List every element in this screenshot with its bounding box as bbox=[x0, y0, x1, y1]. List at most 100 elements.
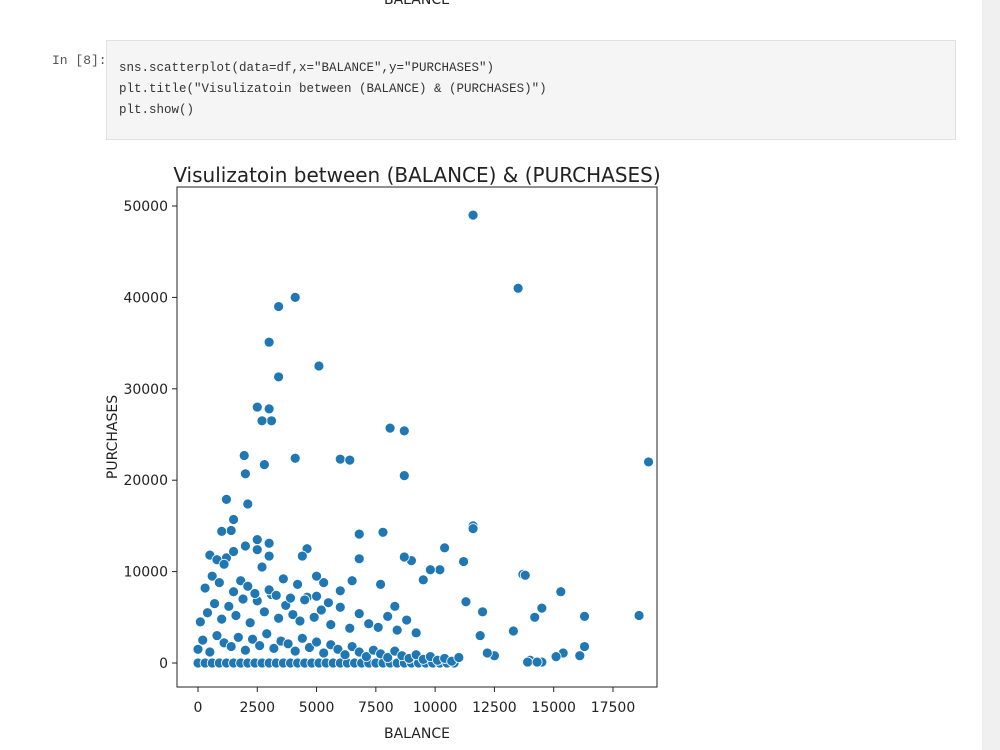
point bbox=[258, 459, 270, 471]
point bbox=[439, 542, 451, 554]
point bbox=[512, 282, 524, 294]
point bbox=[273, 301, 285, 312]
point bbox=[574, 650, 586, 662]
point bbox=[221, 493, 232, 505]
point bbox=[289, 645, 301, 657]
point bbox=[398, 425, 410, 437]
point bbox=[410, 627, 422, 639]
point bbox=[339, 649, 351, 661]
point bbox=[507, 625, 519, 637]
point bbox=[256, 561, 268, 573]
point bbox=[197, 634, 209, 646]
point bbox=[467, 523, 479, 535]
point bbox=[353, 553, 365, 565]
x-tick-label: 2500 bbox=[239, 700, 275, 716]
point bbox=[249, 588, 261, 599]
scrollbar[interactable] bbox=[982, 0, 1000, 750]
point bbox=[296, 632, 308, 644]
point bbox=[254, 640, 266, 652]
point bbox=[211, 630, 223, 641]
point bbox=[240, 468, 251, 480]
y-tick-label: 50000 bbox=[123, 199, 168, 215]
point bbox=[477, 606, 488, 618]
x-tick-label: 12500 bbox=[472, 700, 517, 716]
point bbox=[375, 578, 386, 590]
x-tick-label: 17500 bbox=[591, 700, 636, 716]
point bbox=[318, 577, 330, 588]
point bbox=[458, 556, 469, 567]
y-tick-label: 20000 bbox=[123, 473, 168, 489]
point bbox=[550, 651, 562, 663]
point bbox=[467, 209, 479, 221]
point bbox=[311, 570, 322, 582]
point bbox=[401, 614, 413, 626]
point bbox=[377, 526, 389, 538]
point bbox=[353, 528, 365, 540]
y-tick-label: 40000 bbox=[123, 290, 168, 306]
point bbox=[391, 624, 403, 636]
point bbox=[323, 597, 334, 609]
x-tick-label: 15000 bbox=[531, 700, 576, 716]
point bbox=[268, 642, 280, 654]
point bbox=[453, 652, 465, 663]
point bbox=[263, 584, 275, 596]
point bbox=[240, 644, 251, 656]
point bbox=[643, 456, 654, 468]
point bbox=[522, 656, 534, 668]
point bbox=[251, 401, 263, 413]
y-axis-label: PURCHASES bbox=[105, 395, 121, 479]
point bbox=[228, 514, 239, 525]
cell-prompt: In [8]: bbox=[52, 53, 107, 68]
point bbox=[192, 643, 204, 655]
point bbox=[216, 613, 228, 625]
code-cell[interactable]: sns.scatterplot(data=df,x="BALANCE",y="P… bbox=[106, 40, 956, 140]
point bbox=[579, 641, 590, 652]
point bbox=[299, 594, 311, 606]
point bbox=[311, 590, 322, 602]
point bbox=[304, 642, 315, 653]
point bbox=[263, 550, 275, 562]
point bbox=[247, 633, 258, 645]
point bbox=[531, 656, 543, 668]
x-axis-label: BALANCE bbox=[384, 726, 450, 742]
point bbox=[529, 611, 541, 623]
point bbox=[242, 498, 254, 510]
chart-title: Visulizatoin between (BALANCE) & (PURCHA… bbox=[173, 163, 660, 187]
point bbox=[344, 454, 356, 466]
point bbox=[194, 616, 206, 628]
point bbox=[334, 601, 346, 613]
point bbox=[285, 592, 296, 604]
code-line: plt.show() bbox=[119, 103, 195, 117]
point bbox=[223, 600, 235, 612]
point bbox=[382, 610, 394, 622]
point bbox=[344, 622, 356, 634]
point bbox=[235, 575, 247, 587]
point bbox=[270, 589, 282, 601]
point bbox=[346, 575, 358, 587]
point bbox=[353, 608, 365, 620]
point bbox=[218, 558, 230, 570]
point bbox=[277, 573, 289, 585]
point bbox=[228, 546, 239, 557]
point bbox=[216, 525, 228, 537]
point bbox=[434, 564, 446, 576]
point bbox=[204, 646, 216, 658]
point bbox=[237, 593, 249, 605]
previous-x-label: BALANCE bbox=[384, 0, 450, 8]
point bbox=[363, 618, 375, 630]
x-tick-label: 0 bbox=[194, 700, 203, 716]
point bbox=[311, 636, 322, 648]
point bbox=[325, 619, 337, 631]
point bbox=[315, 604, 327, 616]
point bbox=[228, 586, 239, 598]
point bbox=[256, 415, 268, 427]
point bbox=[199, 582, 211, 594]
point bbox=[555, 586, 567, 598]
point bbox=[213, 577, 225, 588]
point bbox=[266, 415, 277, 427]
point bbox=[474, 630, 486, 641]
point bbox=[460, 596, 472, 608]
point bbox=[424, 564, 436, 576]
point bbox=[238, 450, 250, 461]
